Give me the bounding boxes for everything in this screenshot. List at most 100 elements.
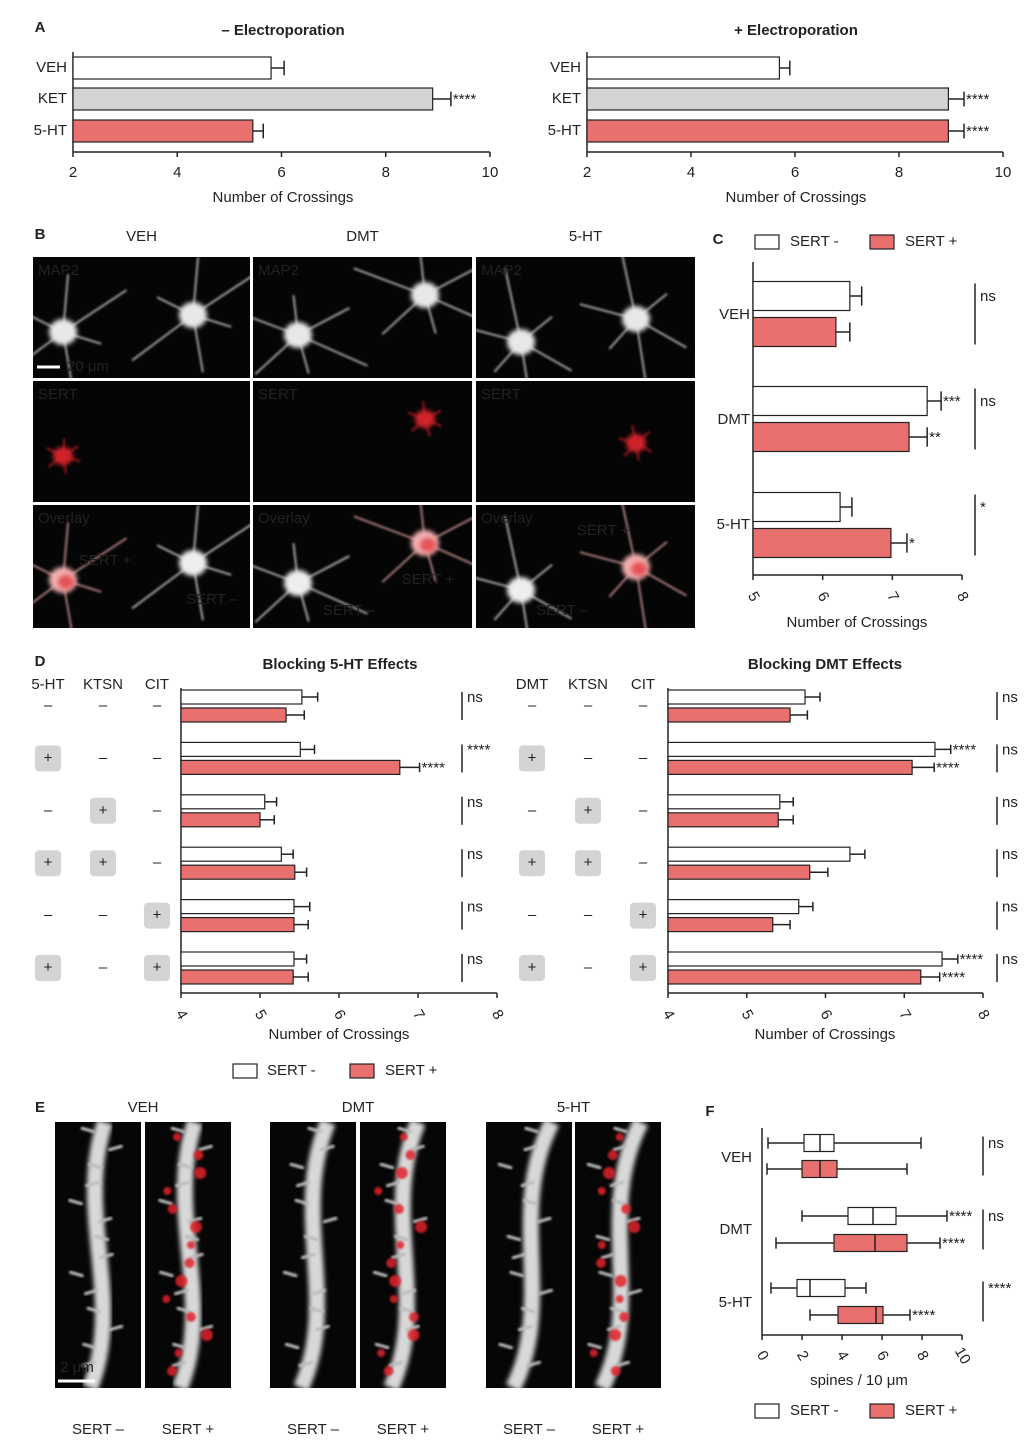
sert-puncta xyxy=(383,1366,394,1376)
bar xyxy=(667,969,922,985)
spine xyxy=(412,1216,428,1224)
condition-box xyxy=(35,955,61,981)
bar xyxy=(752,491,841,523)
sert-puncta xyxy=(614,1275,627,1287)
soma xyxy=(284,570,312,596)
channel-label: SERT + xyxy=(592,1421,645,1438)
condition-cell: – xyxy=(99,959,108,976)
bar xyxy=(180,864,296,880)
channel-label: SERT – xyxy=(72,1421,125,1438)
spine xyxy=(303,1234,319,1242)
category-label: KET xyxy=(552,90,581,107)
x-tick-label: 4 xyxy=(687,164,695,181)
soma xyxy=(179,302,207,328)
channel-label: SERT – xyxy=(287,1421,340,1438)
condition-cell: – xyxy=(99,907,108,924)
spine xyxy=(401,1288,417,1296)
spine xyxy=(309,1306,325,1314)
x-tick-label: 7 xyxy=(895,1007,914,1023)
soma-red xyxy=(631,562,647,576)
spine xyxy=(374,1342,390,1350)
bar xyxy=(752,385,928,417)
significance-label: ns xyxy=(467,689,483,706)
condition-cell: – xyxy=(639,802,648,819)
chart-title: + Electroporation xyxy=(734,22,858,39)
chart-title: Blocking 5-HT Effects xyxy=(262,656,417,673)
soma xyxy=(53,447,73,465)
sert-puncta xyxy=(610,1366,621,1376)
spine xyxy=(80,1126,96,1134)
condition-cell: – xyxy=(44,697,53,714)
legend-swatch xyxy=(754,234,780,250)
sert-puncta xyxy=(162,1295,171,1303)
x-tick-label: 4 xyxy=(172,1007,191,1023)
condition-cell: – xyxy=(44,802,53,819)
spine xyxy=(517,1324,533,1332)
sert-puncta xyxy=(167,1204,178,1214)
spine xyxy=(388,1360,404,1368)
condition-box xyxy=(630,902,656,929)
x-tick-label: 2 xyxy=(583,164,591,181)
condition-box xyxy=(575,850,601,877)
condition-header: CIT xyxy=(145,676,169,693)
category-label: KET xyxy=(38,90,67,107)
dendrite xyxy=(293,1122,336,1388)
spine xyxy=(625,1216,641,1224)
spine xyxy=(611,1198,627,1206)
x-tick-label: 8 xyxy=(953,589,972,605)
soma xyxy=(49,319,77,345)
bar xyxy=(667,689,806,705)
bar xyxy=(667,846,851,862)
spine xyxy=(198,1324,214,1332)
x-tick-label: 4 xyxy=(173,164,181,181)
bar xyxy=(667,864,811,880)
significance-label: **** xyxy=(942,969,966,986)
legend-swatch xyxy=(754,1403,780,1419)
condition-cell: – xyxy=(153,854,162,871)
category-label: VEH xyxy=(550,59,581,76)
sert-puncta xyxy=(200,1329,213,1341)
overlay-label: SERT + xyxy=(402,571,455,588)
sert-puncta xyxy=(603,1167,616,1179)
soma-red xyxy=(58,575,74,589)
channel-label: SERT – xyxy=(503,1421,556,1438)
sert-puncta xyxy=(184,1258,195,1268)
sert-puncta xyxy=(596,1258,607,1268)
sert-puncta xyxy=(386,1258,397,1268)
sert-puncta xyxy=(408,1312,419,1322)
spine xyxy=(87,1162,103,1170)
spine xyxy=(390,1252,406,1260)
x-tick-label: 6 xyxy=(814,589,833,605)
sert-puncta xyxy=(609,1329,622,1341)
soma xyxy=(179,550,207,576)
sert-puncta xyxy=(166,1366,177,1376)
spine xyxy=(612,1144,628,1152)
x-tick-label: 0 xyxy=(753,1348,772,1364)
condition-cell: – xyxy=(528,697,537,714)
sert-puncta xyxy=(193,1150,204,1160)
micrograph xyxy=(253,381,472,502)
overlay-label: SERT + xyxy=(577,522,630,539)
sert-puncta xyxy=(377,1349,386,1357)
spine xyxy=(606,1324,622,1332)
condition-header: DMT xyxy=(516,676,549,693)
sert-puncta xyxy=(607,1150,618,1160)
condition-cell: – xyxy=(639,697,648,714)
dendrite xyxy=(594,1122,649,1388)
micrograph xyxy=(33,257,250,378)
spine xyxy=(172,1342,187,1350)
x-axis-label: Number of Crossings xyxy=(726,189,867,206)
condition-cell: – xyxy=(584,749,593,766)
significance-label: ns xyxy=(1002,689,1018,706)
channel-label: SERT + xyxy=(162,1421,215,1438)
legend-label: SERT + xyxy=(905,233,958,250)
bar xyxy=(667,898,800,915)
condition-cell: – xyxy=(153,802,162,819)
spine xyxy=(171,1360,187,1368)
significance-label: **** xyxy=(936,759,960,776)
significance-label: ns xyxy=(980,288,996,305)
bar xyxy=(667,794,781,810)
condition-cell: – xyxy=(99,697,108,714)
spine xyxy=(497,1162,513,1170)
x-tick-label: 4 xyxy=(833,1348,852,1364)
